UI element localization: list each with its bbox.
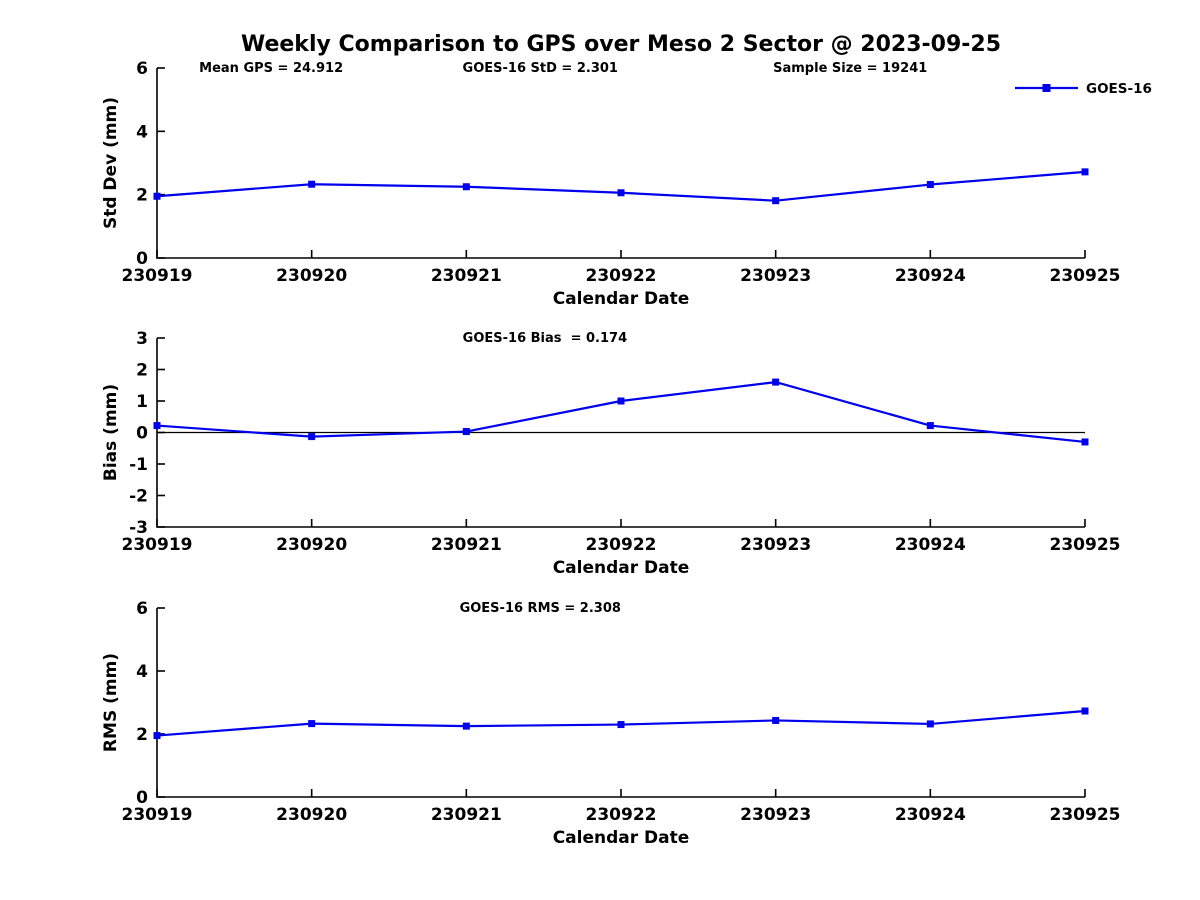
x-tick-label: 230925 [1050,266,1121,286]
y-tick-label: -2 [129,487,148,507]
y-tick-label: 3 [136,329,148,349]
x-tick-label: 230922 [586,266,657,286]
x-tick-label: 230921 [431,535,502,555]
y-tick-label: 2 [136,725,148,745]
stat-annotation: GOES-16 StD = 2.301 [463,61,618,76]
data-point-marker [617,397,625,405]
y-tick-label: 1 [136,392,148,412]
y-tick-label: 2 [136,361,148,381]
data-point-marker [1081,438,1089,446]
stat-annotation: GOES-16 Bias = 0.174 [463,331,627,346]
x-tick-label: 230920 [276,266,347,286]
data-point-marker [617,189,625,197]
axes-rms [156,608,1085,798]
x-tick-label: 230925 [1050,805,1121,825]
data-point-marker [772,716,780,724]
x-tick-label: 230922 [586,535,657,555]
x-tick-label: 230922 [586,805,657,825]
legend: GOES-16 [1015,81,1152,97]
data-point-marker [153,732,161,740]
data-point-marker [308,433,316,441]
x-tick-label: 230925 [1050,535,1121,555]
x-tick-label: 230919 [122,266,193,286]
data-point-marker [617,721,625,729]
xlabel-std-dev: Calendar Date [553,289,690,309]
subplot-bias: -3 -2 -1 0 1 2 3 230919 230920 230921 230922 230923… [101,329,1120,578]
x-tick-label: 230921 [431,266,502,286]
stat-annotation: GOES-16 RMS = 2.308 [460,601,621,616]
legend-marker [1042,84,1051,92]
y-tick-label: 6 [136,599,148,619]
x-tick-label: 230923 [740,535,811,555]
y-tick-label: 6 [136,59,148,79]
data-point-marker [462,428,470,436]
series-line-std-dev [156,170,1086,202]
x-tick-label: 230924 [895,805,966,825]
x-tick-label: 230919 [122,535,193,555]
x-tick-label: 230920 [276,805,347,825]
y-tick-label: 4 [136,662,148,682]
x-tick-label: 230923 [740,805,811,825]
subplot-std-dev: 0 2 4 6 230919 230920 230921 230922 230923 230924… [101,59,1152,309]
ylabel-rms: RMS (mm) [101,653,121,752]
x-tick-label: 230924 [895,266,966,286]
data-point-marker [1081,168,1089,176]
x-tick-label: 230924 [895,535,966,555]
data-point-marker [1081,707,1089,715]
xlabel-bias: Calendar Date [553,558,690,578]
x-tick-label: 230923 [740,266,811,286]
y-tick-label: 0 [136,424,148,444]
data-point-marker [462,722,470,730]
y-tick-label: 0 [136,788,148,808]
data-point-marker [772,378,780,386]
y-tick-label: -1 [129,455,148,475]
xlabel-rms: Calendar Date [553,828,690,848]
y-tick-label: 2 [136,186,148,206]
subplot-rms: 0 2 4 6 230919 230920 230921 230922 230923 230924… [101,599,1120,848]
ylabel-bias: Bias (mm) [101,384,121,481]
data-point-marker [926,720,934,728]
y-tick-label: 0 [136,249,148,269]
axes-std-dev [156,68,1085,259]
ylabel-std-dev: Std Dev (mm) [101,97,121,229]
data-point-marker [153,192,161,200]
x-tick-label: 230921 [431,805,502,825]
legend-label: GOES-16 [1086,81,1152,97]
x-tick-label: 230920 [276,535,347,555]
data-point-marker [308,720,316,728]
data-point-marker [926,422,934,430]
data-point-marker [772,197,780,205]
y-tick-label: 4 [136,122,148,142]
x-tick-label: 230919 [122,805,193,825]
data-point-marker [308,180,316,188]
stat-annotation: Mean GPS = 24.912 [199,61,343,76]
stat-annotation: Sample Size = 19241 [773,61,927,76]
data-point-marker [153,422,161,430]
figure-title: Weekly Comparison to GPS over Meso 2 Sec… [240,32,1002,57]
y-tick-label: -3 [129,518,148,538]
data-point-marker [926,181,934,189]
data-point-marker [462,183,470,191]
